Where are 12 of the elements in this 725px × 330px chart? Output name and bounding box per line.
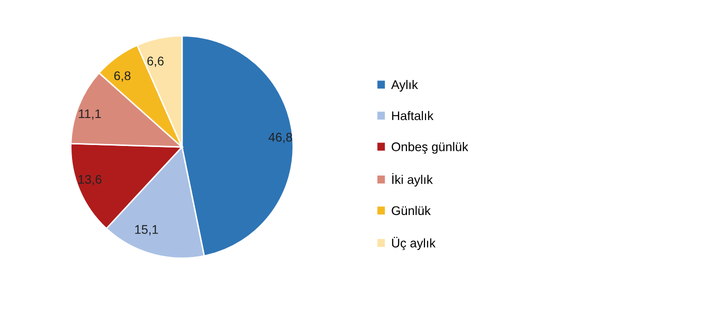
legend-label: Haftalık	[392, 111, 434, 120]
data-label: 46,8	[268, 132, 292, 144]
data-label: 6,8	[114, 71, 130, 82]
legend-label: Günlük	[392, 206, 431, 216]
legend-label: Onbeş günlük	[392, 142, 468, 154]
data-label: 6,6	[147, 56, 164, 67]
legend-label: Aylık	[391, 80, 418, 92]
data-label: 13,6	[78, 174, 102, 186]
data-label: 11,1	[79, 109, 101, 120]
legend-label: İki aylık	[392, 173, 433, 187]
legend-label: Üç aylık	[392, 236, 436, 250]
data-label: 15,1	[135, 225, 158, 236]
